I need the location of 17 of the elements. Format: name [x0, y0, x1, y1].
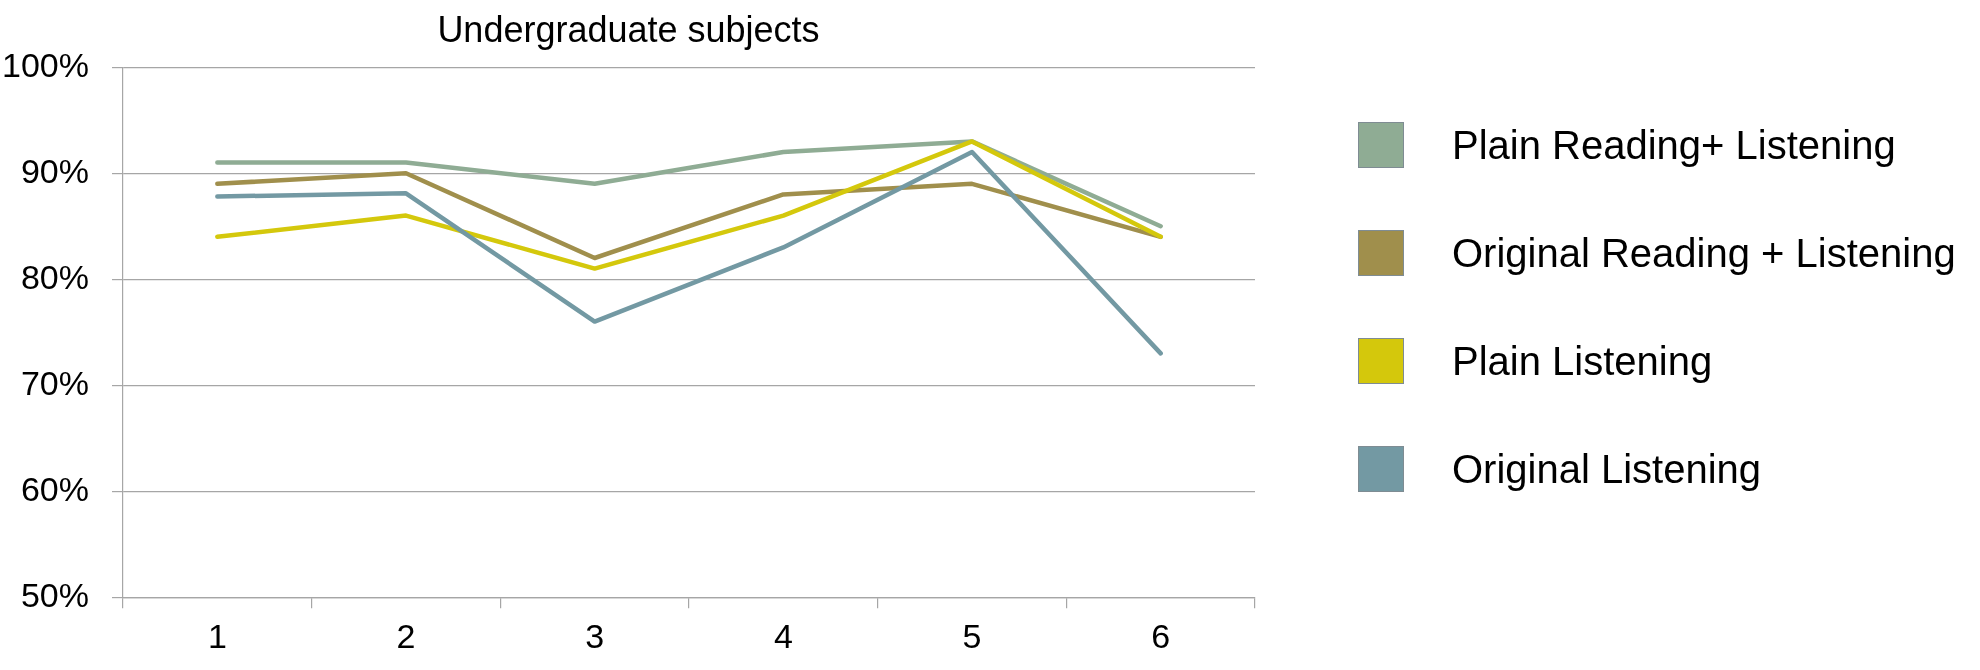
legend-label: Plain Listening — [1452, 339, 1713, 383]
y-tick-label: 80% — [20, 257, 89, 296]
y-tick-label: 50% — [20, 575, 89, 614]
legend-label: Plain Reading+ Listening — [1452, 123, 1896, 167]
y-tick-label: 60% — [20, 469, 89, 508]
y-tick-label: 100% — [2, 45, 89, 84]
x-tick-label: 6 — [1151, 616, 1171, 655]
x-tick-label: 2 — [396, 616, 416, 655]
y-tick-label: 90% — [20, 151, 89, 190]
x-tick-label: 5 — [962, 616, 982, 655]
chart-title: Undergraduate subjects — [437, 8, 820, 50]
legend-label: Original Reading + Listening — [1452, 231, 1956, 275]
x-tick-label: 1 — [207, 616, 227, 655]
x-tick-label: 3 — [585, 616, 605, 655]
legend-label: Original Listening — [1452, 447, 1762, 491]
x-tick-label: 4 — [773, 616, 793, 655]
y-tick-label: 70% — [20, 363, 89, 402]
